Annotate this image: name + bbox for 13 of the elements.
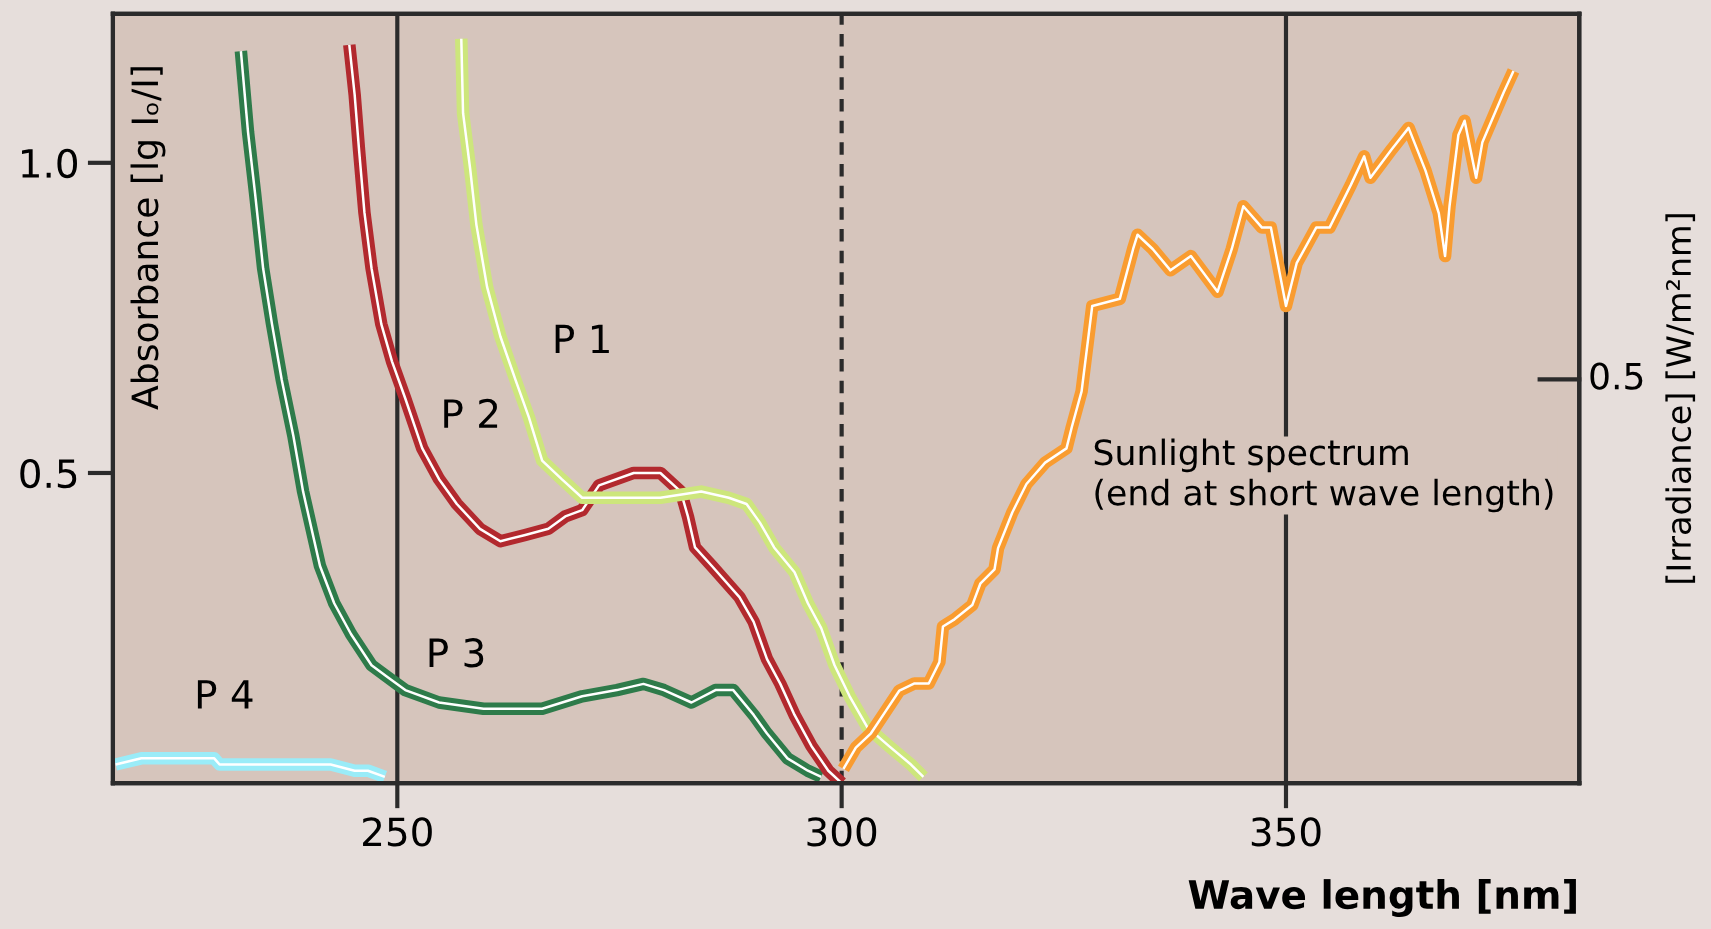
series-label: Sunlight spectrum (end at short wave length) (1094, 438, 1553, 513)
text: 0.5 (1590, 362, 1643, 390)
x-tick-label: 250 (363, 817, 432, 847)
y-axis-title: Absorbance [lg Iₒ/I] (130, 67, 166, 410)
x-tick-label: 350 (1251, 817, 1321, 847)
series-label: P 3 (429, 638, 484, 668)
y-axis-title: [Irradiance] [W/m²nm] (1665, 214, 1696, 583)
y-tick-label: 1.0 (22, 148, 78, 179)
series-label: P 4 (197, 680, 253, 709)
x-axis-title: Wave length [nm] (1188, 879, 1576, 918)
series-label: P 1 (555, 324, 609, 354)
x-tick-label: 300 (807, 817, 877, 847)
series-label: P 2 (444, 398, 498, 428)
